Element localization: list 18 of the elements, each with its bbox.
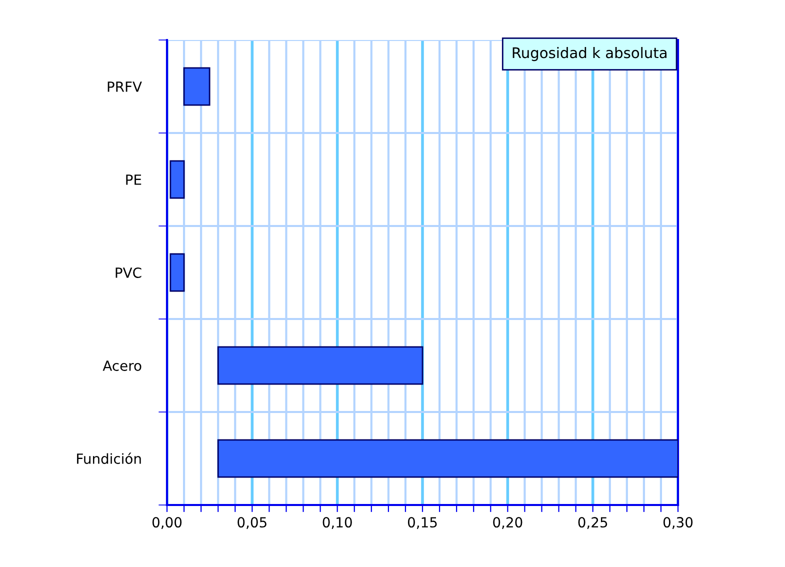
y-tick-label: Fundición: [77, 452, 141, 464]
bar: [170, 253, 185, 292]
y-tick-label: PRFV: [108, 82, 142, 92]
y-tick-label: PE: [126, 174, 142, 185]
x-tick-label: 0,30: [663, 517, 693, 529]
y-tick-label: PVC: [116, 267, 142, 278]
x-tick-label: 0,10: [322, 517, 352, 529]
bar: [217, 439, 678, 478]
bar: [217, 346, 424, 385]
x-tick-label: 0,25: [578, 517, 608, 529]
x-tick-label: 0,15: [408, 517, 437, 529]
x-tick-label: 0,20: [493, 517, 522, 529]
x-tick-label: 0,00: [152, 517, 182, 529]
y-tick-label: Acero: [102, 360, 142, 371]
chart-title: Rugosidad k absoluta: [512, 46, 666, 62]
x-tick-label: 0,05: [238, 517, 266, 529]
bar: [170, 160, 185, 199]
bar: [183, 67, 210, 106]
